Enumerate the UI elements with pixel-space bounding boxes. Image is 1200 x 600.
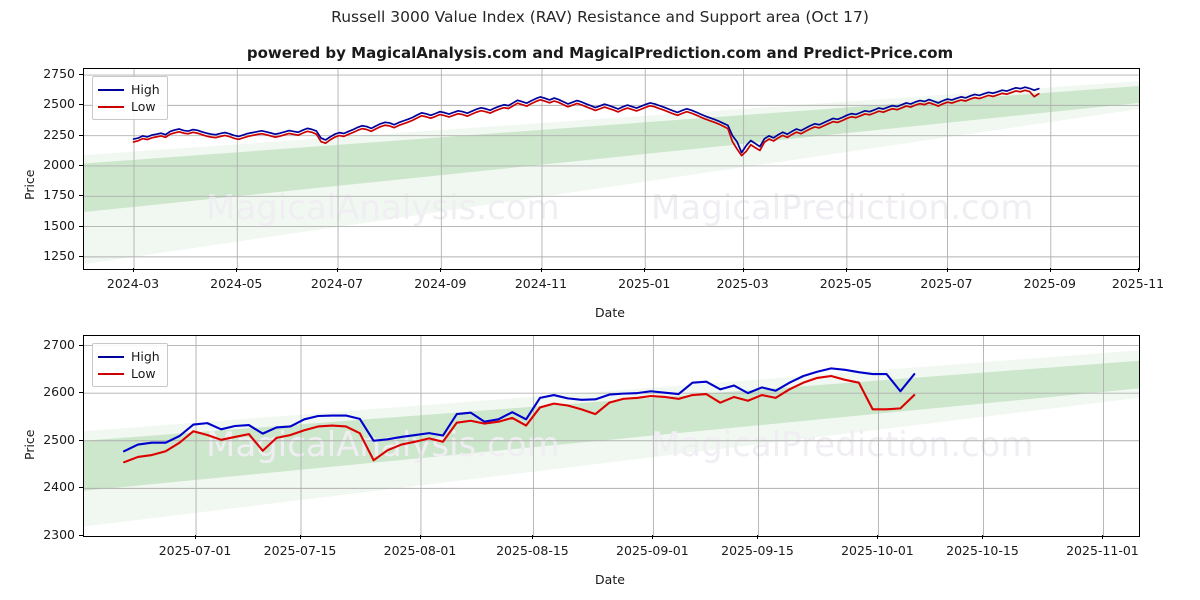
x-tick-mark	[440, 268, 442, 272]
page-title: Russell 3000 Value Index (RAV) Resistanc…	[331, 8, 869, 26]
y-tick-label: 1500	[43, 217, 75, 233]
y-tick-label: 1750	[43, 187, 75, 203]
overview-plot-area: MagicalAnalysis.com MagicalPrediction.com	[83, 68, 1140, 270]
x-tick-mark	[419, 535, 421, 539]
x-tick-label: 2025-09	[1023, 276, 1076, 291]
y-tick-label: 2250	[43, 126, 75, 142]
svg-text:MagicalPrediction.com: MagicalPrediction.com	[651, 425, 1034, 465]
x-tick-label: 2025-07-15	[263, 543, 337, 558]
x-tick-mark	[1102, 535, 1104, 539]
legend-swatch-low	[98, 105, 124, 108]
y-tick-mark	[79, 487, 83, 489]
y-tick-label: 2750	[43, 66, 75, 82]
x-tick-mark	[845, 268, 847, 272]
x-tick-label: 2025-09-15	[721, 543, 794, 558]
y-tick-label: 2500	[43, 431, 75, 447]
x-tick-label: 2025-05	[819, 276, 872, 291]
legend-item-low: Low	[98, 98, 160, 115]
legend-swatch-low	[98, 372, 124, 375]
legend-label-high: High	[131, 82, 160, 97]
x-tick-label: 2025-07-01	[158, 543, 232, 558]
x-tick-mark	[1138, 268, 1139, 272]
x-tick-label: 2025-11	[1111, 276, 1165, 291]
x-tick-mark	[300, 535, 301, 539]
x-tick-label: 2025-10-01	[841, 543, 914, 558]
legend-swatch-high	[98, 88, 124, 91]
y-tick-label: 2300	[43, 527, 75, 542]
x-tick-mark	[133, 268, 134, 272]
overview-legend: High Low	[92, 76, 168, 120]
x-tick-label: 2025-09-01	[616, 543, 689, 558]
x-tick-label: 2024-07	[310, 276, 364, 291]
x-tick-label: 2024-05	[210, 276, 263, 291]
legend-item-high: High	[98, 81, 160, 98]
x-tick-mark	[1049, 268, 1051, 272]
x-tick-mark	[532, 535, 534, 539]
x-tick-mark	[644, 268, 646, 272]
x-tick-mark	[757, 535, 759, 539]
y-tick-mark	[79, 195, 83, 197]
legend-item-high: High	[98, 348, 160, 365]
x-tick-label: 2025-01	[618, 276, 671, 291]
page-subtitle: powered by MagicalAnalysis.com and Magic…	[246, 44, 954, 62]
x-tick-mark	[946, 268, 948, 272]
x-tick-label: 2025-10-15	[946, 543, 1019, 558]
legend-item-low: Low	[98, 365, 160, 382]
y-tick-mark	[79, 164, 83, 166]
y-tick-label: 2600	[43, 384, 75, 400]
zoom-legend: High Low	[92, 343, 168, 387]
zoom-x-axis-label: Date	[595, 572, 625, 587]
y-tick-mark	[79, 134, 83, 136]
zoom-plot-svg: MagicalAnalysis.com MagicalPrediction.com	[84, 336, 1139, 536]
y-tick-mark	[79, 392, 83, 394]
y-tick-label: 2000	[43, 156, 75, 172]
x-tick-mark	[236, 268, 238, 272]
y-tick-label: 2400	[43, 479, 75, 495]
y-tick-label: 2500	[43, 96, 75, 112]
y-tick-mark	[79, 344, 83, 346]
x-tick-label: 2024-09	[414, 276, 467, 291]
x-tick-label: 2025-08-15	[496, 543, 569, 558]
y-tick-mark	[79, 439, 83, 441]
x-tick-mark	[742, 268, 744, 272]
y-tick-mark	[79, 74, 83, 76]
y-tick-label: 2700	[43, 336, 75, 352]
x-tick-label: 2025-07	[920, 276, 973, 291]
x-tick-mark	[877, 535, 879, 539]
x-tick-label: 2025-03	[716, 276, 769, 291]
x-tick-mark	[540, 268, 542, 272]
x-tick-label: 2024-11	[514, 276, 568, 291]
x-tick-mark	[195, 535, 197, 539]
zoom-plot-area: MagicalAnalysis.com MagicalPrediction.com	[83, 335, 1140, 537]
y-tick-mark	[79, 104, 83, 106]
legend-label-low: Low	[131, 99, 156, 114]
x-tick-mark	[337, 268, 339, 272]
svg-text:MagicalAnalysis.com: MagicalAnalysis.com	[206, 188, 560, 228]
legend-label-low: Low	[131, 366, 156, 381]
y-tick-label: 1250	[43, 247, 75, 263]
legend-label-high: High	[131, 349, 160, 364]
overview-plot-svg: MagicalAnalysis.com MagicalPrediction.com	[84, 69, 1139, 269]
legend-swatch-high	[98, 355, 124, 358]
overview-x-axis-label: Date	[595, 305, 625, 320]
svg-text:MagicalPrediction.com: MagicalPrediction.com	[651, 188, 1034, 228]
x-tick-label: 2025-08-01	[383, 543, 457, 558]
x-tick-label: 2024-03	[106, 276, 160, 291]
y-tick-mark	[79, 255, 83, 257]
x-tick-label: 2025-11-01	[1066, 543, 1139, 558]
y-tick-mark	[79, 225, 83, 227]
y-tick-mark	[79, 535, 83, 536]
x-tick-mark	[652, 535, 654, 539]
x-tick-mark	[982, 535, 984, 539]
